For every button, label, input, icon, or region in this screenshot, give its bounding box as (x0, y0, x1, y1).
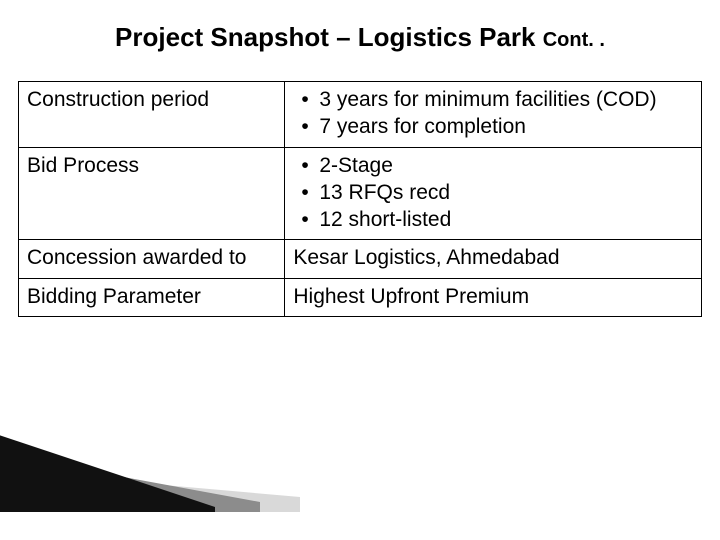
decor-shape-mid (0, 447, 260, 512)
corner-decoration (0, 422, 300, 512)
bullet-list: 2-Stage13 RFQs recd12 short-listed (293, 152, 693, 234)
title-main-text: Project Snapshot – Logistics Park (115, 22, 543, 52)
snapshot-table-body: Construction period3 years for minimum f… (19, 82, 702, 317)
bullet-item: 2-Stage (293, 152, 693, 179)
table-row: Bid Process2-Stage13 RFQs recd12 short-l… (19, 147, 702, 240)
table-row: Concession awarded toKesar Logistics, Ah… (19, 240, 702, 278)
bullet-list: 3 years for minimum facilities (COD)7 ye… (293, 86, 693, 141)
row-label: Construction period (19, 82, 285, 148)
table-row: Bidding ParameterHighest Upfront Premium (19, 278, 702, 316)
slide-title: Project Snapshot – Logistics Park Cont. … (0, 0, 720, 71)
row-value: Highest Upfront Premium (285, 278, 702, 316)
row-label: Bid Process (19, 147, 285, 240)
row-value: 3 years for minimum facilities (COD)7 ye… (285, 82, 702, 148)
row-value: Kesar Logistics, Ahmedabad (285, 240, 702, 278)
decor-shape-dark (0, 422, 215, 512)
bullet-item: 12 short-listed (293, 206, 693, 233)
bullet-item: 3 years for minimum facilities (COD) (293, 86, 693, 113)
row-label: Concession awarded to (19, 240, 285, 278)
table-row: Construction period3 years for minimum f… (19, 82, 702, 148)
snapshot-table: Construction period3 years for minimum f… (18, 81, 702, 317)
row-value: 2-Stage13 RFQs recd12 short-listed (285, 147, 702, 240)
decor-shape-light (0, 467, 300, 512)
row-label: Bidding Parameter (19, 278, 285, 316)
bullet-item: 7 years for completion (293, 113, 693, 140)
bullet-item: 13 RFQs recd (293, 179, 693, 206)
title-cont-text: Cont. . (543, 29, 605, 51)
